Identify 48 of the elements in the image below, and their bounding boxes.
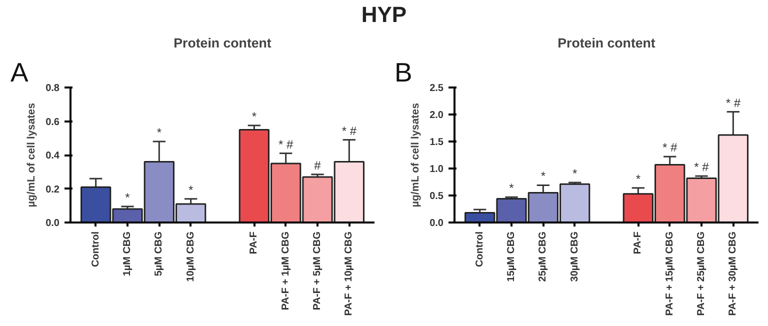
y-tick-label: 0.5 [430, 191, 444, 202]
annotation: * [540, 169, 546, 184]
text: HYP [361, 1, 407, 29]
y-tick-label: 0.4 [46, 150, 60, 162]
y-tick-label: 0.0 [46, 218, 60, 229]
y-tick-label: 0.6 [46, 116, 60, 128]
x-tick-label: 25µM CBG [538, 231, 549, 282]
annotation: * [156, 126, 162, 140]
x-tick-label: 30µM CBG [569, 231, 580, 282]
annotation: * # [694, 160, 710, 174]
x-tick-label: PA-F [632, 231, 644, 254]
text: B [394, 58, 412, 88]
x-tick-label: 1µM CBG [122, 231, 133, 276]
x-tick-label: Control [474, 231, 486, 268]
annotation: * [636, 172, 641, 186]
y-tick-label: 1.0 [430, 164, 444, 175]
x-tick-label: 10µM CBG [185, 231, 196, 282]
chart-title: Protein content [558, 36, 656, 50]
annotation: * [188, 182, 194, 197]
y-tick-label: 0.0 [430, 218, 444, 229]
x-tick-label: Control [90, 231, 102, 268]
y-tick-label: 2.5 [430, 83, 444, 94]
y-axis-title: µg/mL of cell lysates [26, 102, 38, 208]
x-tick-label: 5µM CBG [154, 231, 165, 276]
annotation: * [125, 190, 130, 204]
x-tick-label: 15µM CBG [506, 231, 517, 282]
annotation: * # [342, 124, 357, 138]
x-tick-label: PA-F + 15µM CBG [664, 231, 676, 316]
x-tick-label: PA-F + 5µM CBG [312, 231, 323, 310]
annotation: * [252, 109, 257, 124]
annotation: * # [278, 137, 294, 152]
text: A [10, 58, 28, 88]
x-tick-label: PA-F + 10µM CBG [344, 231, 355, 316]
annotation: * # [726, 96, 741, 110]
y-tick-label: 2.0 [430, 110, 444, 121]
y-tick-label: 0.8 [46, 83, 60, 94]
x-tick-label: PA-F [248, 231, 260, 254]
annotation: * [509, 181, 514, 196]
chart-title: Protein content [174, 36, 272, 50]
y-axis-title: µg/mL of cell lysates [410, 102, 422, 208]
annotation: * [572, 166, 578, 181]
x-tick-label: PA-F + 25µM CBG [696, 231, 707, 316]
annotation: # [314, 158, 322, 172]
y-tick-label: 0.2 [46, 184, 60, 196]
annotation: * # [662, 140, 678, 155]
x-tick-label: PA-F + 1µM CBG [280, 231, 292, 310]
y-tick-label: 1.5 [430, 137, 444, 148]
x-tick-label: PA-F + 30µM CBG [728, 231, 739, 316]
